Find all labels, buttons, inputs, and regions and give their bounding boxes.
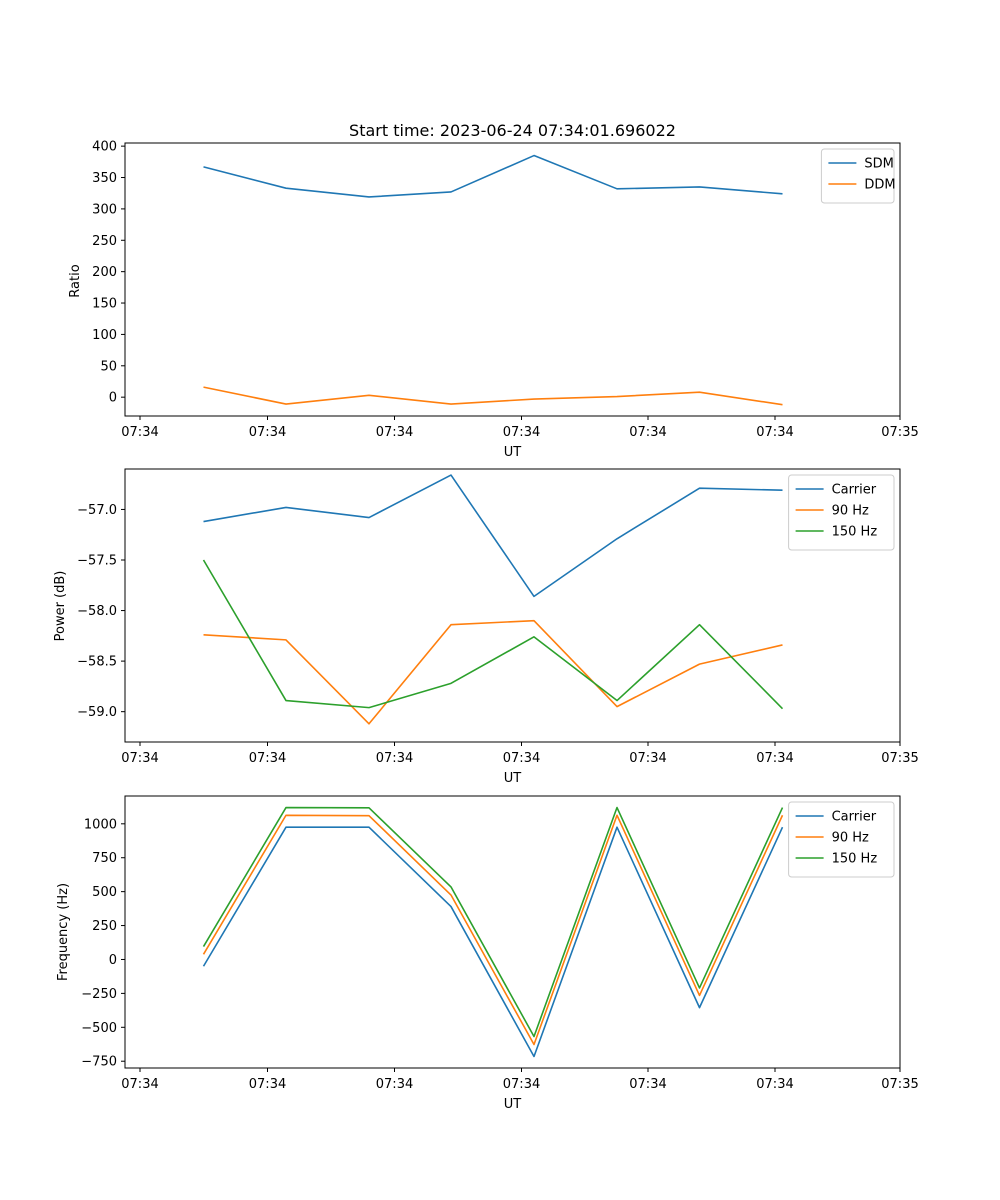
series-line-carrier [203, 474, 783, 598]
y-tick-label: −250 [81, 987, 117, 1002]
y-tick-label: −58.0 [77, 604, 117, 619]
x-axis-label: UT [504, 771, 522, 786]
panel-frequency: −750 −500 −250 0 250 500 750 1000 07:34 07:34 07:3… [56, 795, 919, 1112]
series-line-150-hz [202, 806, 784, 1038]
x-tick-label: 07:34 [249, 425, 286, 440]
legend-label: 150 Hz [832, 852, 878, 867]
y-tick-label: 200 [92, 265, 117, 280]
legend-label: 150 Hz [832, 525, 878, 540]
x-tick-label: 07:34 [376, 425, 413, 440]
y-tick-label: 500 [92, 885, 117, 900]
legend-label: DDM [864, 178, 895, 193]
x-tick-label: 07:34 [503, 751, 540, 766]
x-tick-label: 07:34 [756, 425, 793, 440]
series-line-carrier [202, 826, 784, 1058]
x-tick-label: 07:34 [121, 425, 158, 440]
legend: Carrier 90 Hz 150 Hz [788, 474, 895, 551]
x-tick-label: 07:34 [629, 1077, 666, 1092]
legend-label: SDM [864, 157, 893, 172]
y-tick-label: 0 [109, 391, 117, 406]
x-axis-label: UT [504, 445, 522, 460]
x-axis-label: UT [504, 1097, 522, 1112]
y-axis-label: Frequency (Hz) [56, 883, 71, 981]
y-tick-label: 250 [92, 234, 117, 249]
x-tick-label: 07:35 [881, 425, 918, 440]
y-tick-label: −58.5 [77, 655, 117, 670]
x-tick-label: 07:34 [249, 1077, 286, 1092]
legend-label: Carrier [832, 483, 877, 498]
y-tick-label: 350 [92, 171, 117, 186]
y-tick-label: 150 [92, 297, 117, 312]
y-tick-label: −57.0 [77, 503, 117, 518]
x-tick-label: 07:34 [376, 751, 413, 766]
x-tick-label: 07:35 [881, 751, 918, 766]
legend: SDM DDM [820, 148, 896, 204]
chart-title: Start time: 2023-06-24 07:34:01.696022 [349, 121, 676, 140]
y-axis-label: Ratio [68, 264, 83, 297]
y-tick-label: 0 [109, 953, 117, 968]
legend-label: 90 Hz [832, 504, 869, 519]
y-tick-label: 250 [92, 919, 117, 934]
legend: Carrier 90 Hz 150 Hz [788, 801, 895, 878]
series-line-ddm [203, 386, 783, 406]
axes-frame [124, 468, 901, 743]
axes-frame [124, 142, 901, 417]
legend-label: Carrier [832, 810, 877, 825]
series-line-sdm [203, 154, 783, 198]
series-line-90-hz [203, 619, 783, 725]
series-line-90-hz [202, 814, 784, 1046]
x-tick-label: 07:34 [629, 751, 666, 766]
y-tick-label: −500 [81, 1021, 117, 1036]
plot-area-frequency: −750 −500 −250 0 250 500 750 1000 07:34 07:34 07:3… [81, 795, 919, 1092]
x-tick-label: 07:34 [756, 1077, 793, 1092]
y-tick-label: 300 [92, 202, 117, 217]
axes-frame [124, 795, 901, 1069]
x-tick-label: 07:35 [881, 1077, 918, 1092]
x-tick-label: 07:34 [121, 1077, 158, 1092]
panel-power: −59.0 −58.5 −58.0 −57.5 −57.0 07:34 07:34 07:34… [53, 468, 919, 786]
y-tick-label: −57.5 [77, 554, 117, 569]
plot-area-power: −59.0 −58.5 −58.0 −57.5 −57.0 07:34 07:34 07:34… [77, 468, 919, 766]
y-tick-label: −59.0 [77, 705, 117, 720]
y-tick-label: 100 [92, 328, 117, 343]
y-tick-label: 750 [92, 851, 117, 866]
y-tick-label: 50 [100, 359, 117, 374]
x-tick-label: 07:34 [756, 751, 793, 766]
x-tick-label: 07:34 [503, 425, 540, 440]
y-tick-label: 1000 [84, 817, 117, 832]
x-tick-label: 07:34 [503, 1077, 540, 1092]
x-tick-label: 07:34 [629, 425, 666, 440]
x-tick-label: 07:34 [249, 751, 286, 766]
legend-label: 90 Hz [832, 831, 869, 846]
series-line-150-hz [202, 559, 784, 710]
x-tick-label: 07:34 [376, 1077, 413, 1092]
x-tick-label: 07:34 [121, 751, 158, 766]
plot-area-ratio: 0 50 100 150 200 250 300 350 400 07:34 07:34 07:34 0… [92, 140, 919, 440]
y-tick-label: 400 [92, 140, 117, 155]
y-axis-label: Power (dB) [53, 571, 68, 642]
y-tick-label: −750 [81, 1055, 117, 1070]
panel-ratio: Start time: 2023-06-24 07:34:01.696022 0… [68, 121, 919, 460]
